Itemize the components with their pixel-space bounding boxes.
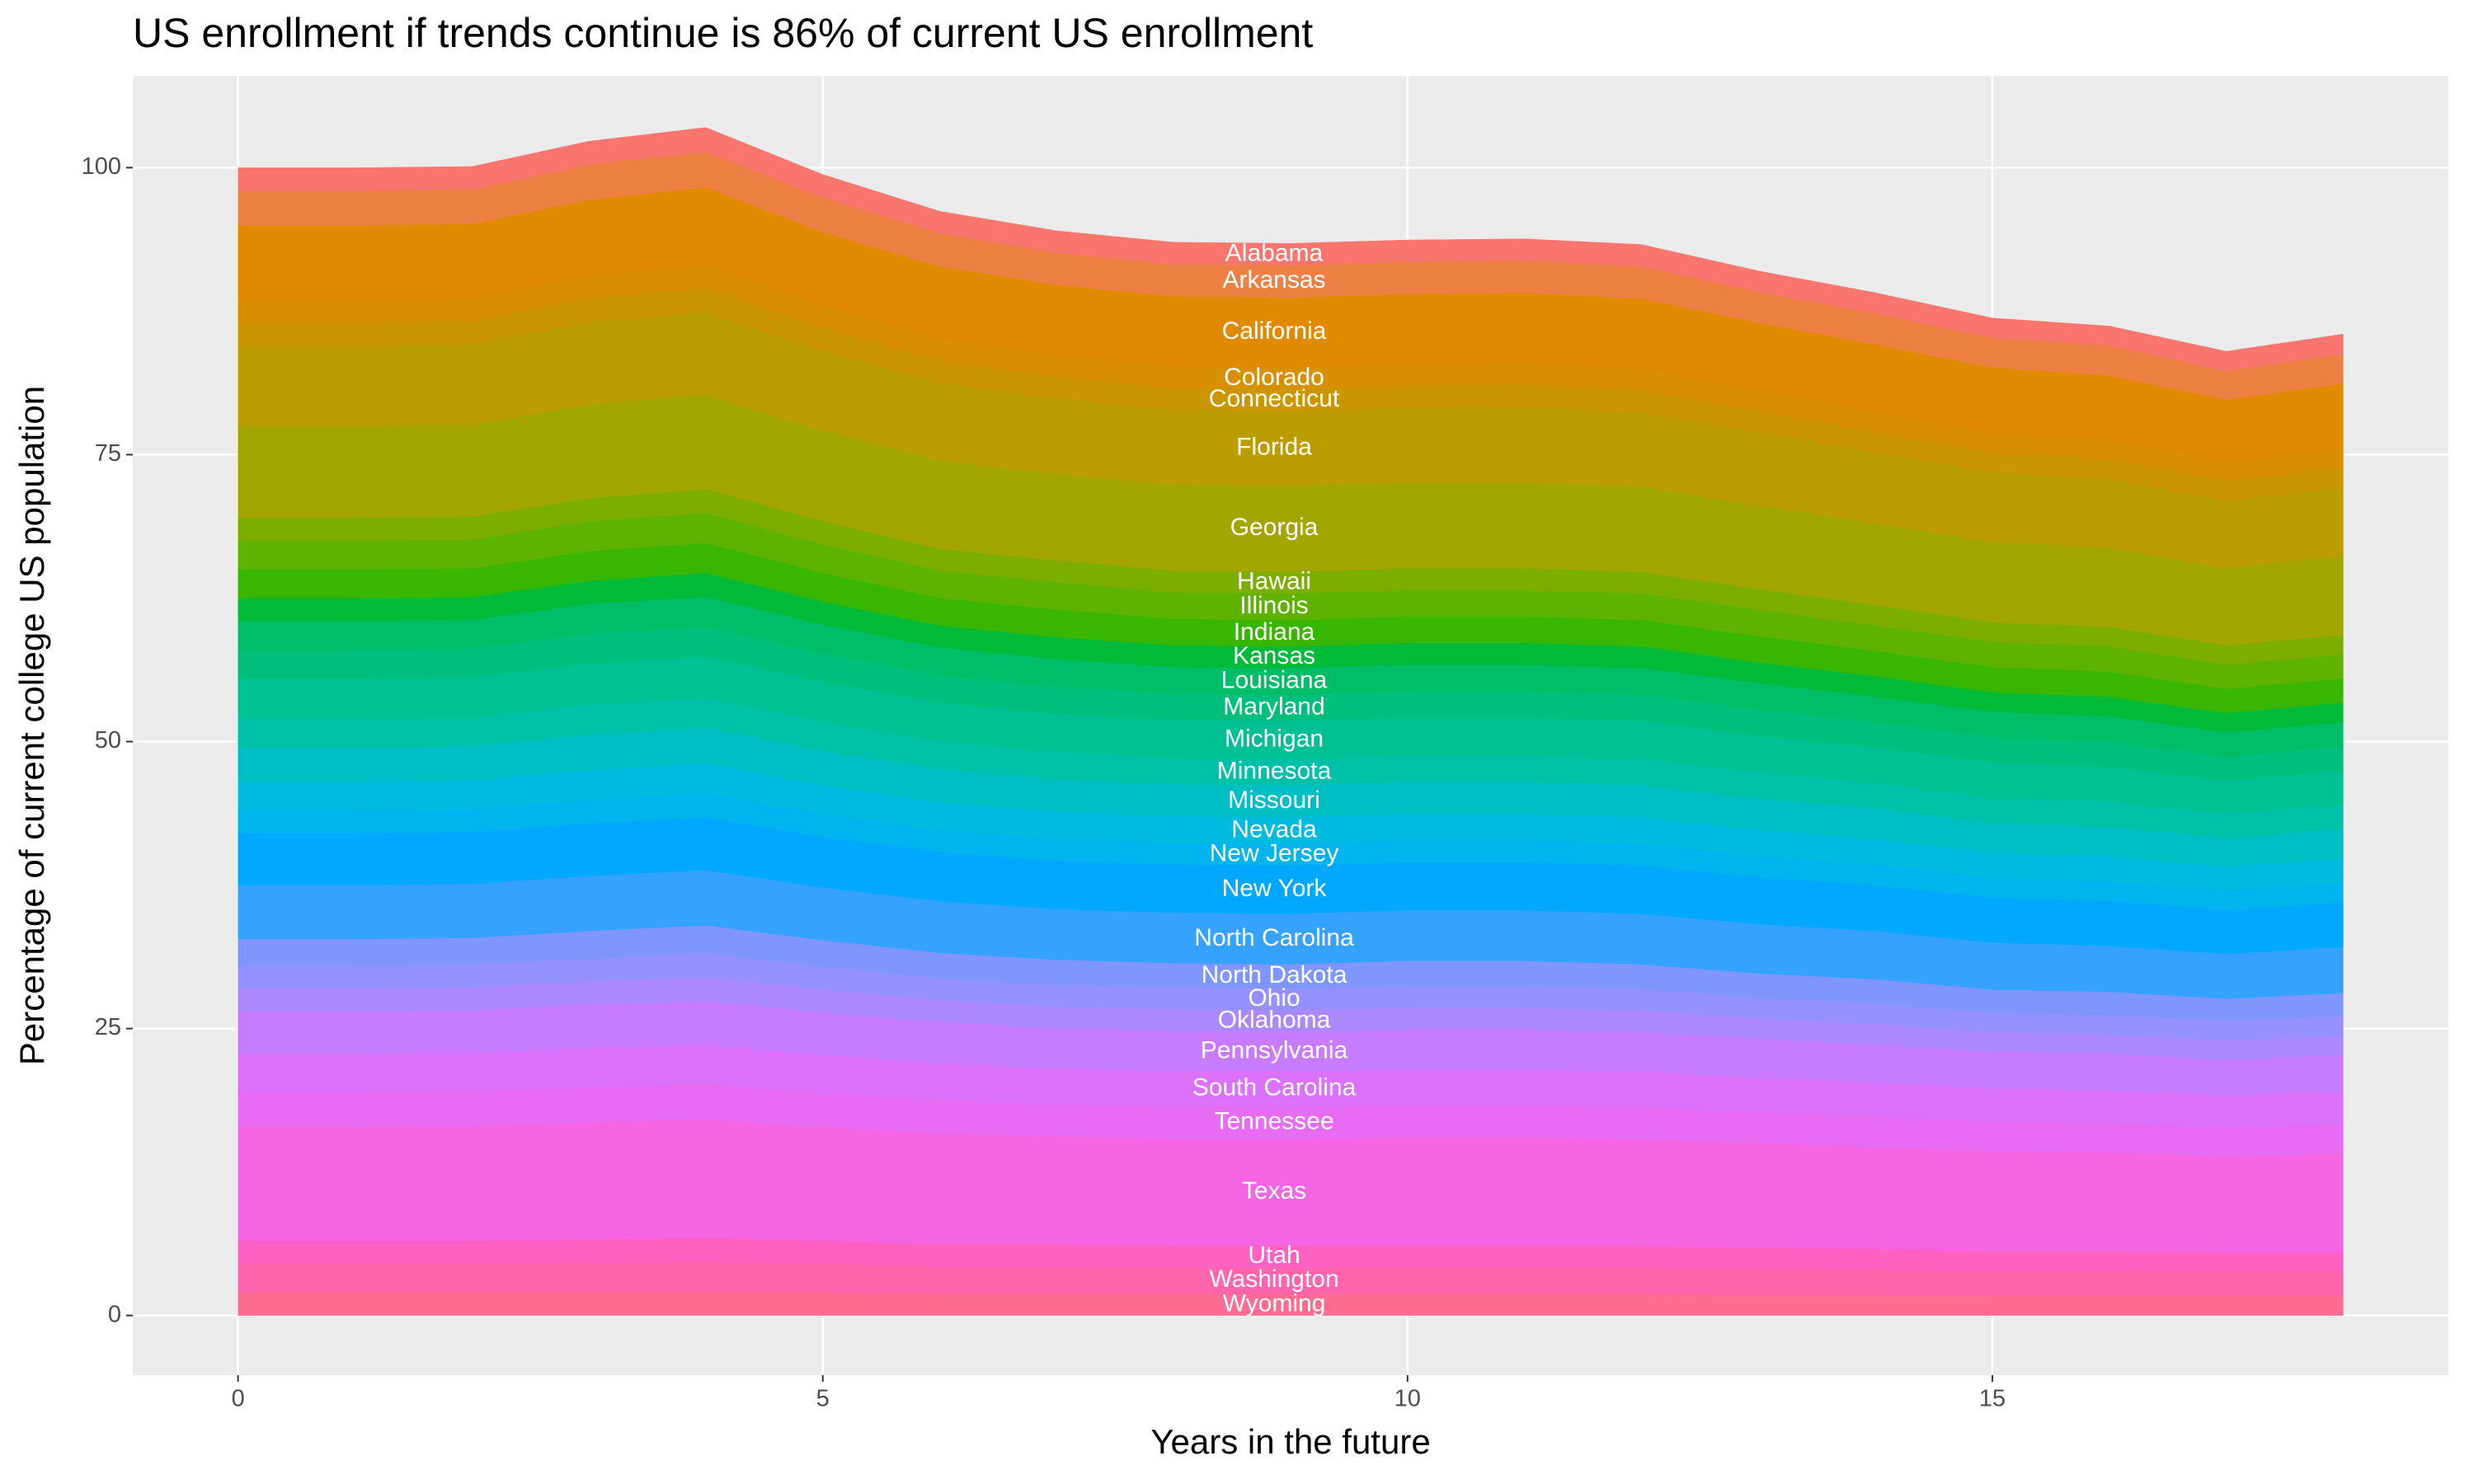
area-label: Kansas [1233, 642, 1315, 669]
area-label: Hawaii [1237, 568, 1311, 595]
area-label: Missouri [1228, 787, 1320, 814]
area-label: Connecticut [1209, 385, 1340, 412]
y-tick-label: 25 [95, 1014, 121, 1040]
x-axis-title: Years in the future [1150, 1422, 1430, 1461]
areas [238, 127, 2344, 1316]
y-axis-title: Percentage of current college US populat… [12, 386, 51, 1065]
x-tick-label: 15 [1979, 1386, 2006, 1412]
y-tick-label: 50 [95, 727, 121, 754]
area [238, 127, 2344, 372]
area-label: Texas [1242, 1177, 1306, 1205]
area-label: Nevada [1231, 815, 1317, 843]
area-label: Michigan [1225, 725, 1324, 752]
area-label: Utah [1248, 1242, 1300, 1269]
area-label: New Jersey [1210, 840, 1339, 867]
area-label: Oklahoma [1218, 1006, 1331, 1033]
area-label: South Carolina [1192, 1074, 1357, 1101]
y-tick-label: 75 [95, 440, 121, 467]
area-label: Arkansas [1222, 266, 1325, 294]
y-tick-label: 0 [108, 1301, 121, 1327]
area-label: New York [1222, 875, 1328, 902]
chart-title: US enrollment if trends continue is 86% … [133, 10, 1313, 56]
x-tick-label: 10 [1395, 1386, 1421, 1412]
area-label: California [1222, 317, 1327, 345]
x-tick-label: 0 [232, 1386, 245, 1412]
area-label: Colorado [1224, 364, 1324, 391]
area-label: Louisiana [1221, 666, 1328, 693]
area-label: Wyoming [1223, 1289, 1326, 1317]
area-label: Tennessee [1214, 1108, 1333, 1135]
area-label: Ohio [1248, 984, 1300, 1012]
area-label: Washington [1209, 1266, 1338, 1293]
area-label: Georgia [1230, 514, 1319, 541]
x-tick-label: 5 [816, 1386, 830, 1412]
area-label: North Dakota [1202, 961, 1348, 989]
area-label: Pennsylvania [1201, 1036, 1348, 1064]
area-label: Indiana [1234, 618, 1315, 646]
area-label: Minnesota [1217, 757, 1332, 784]
y-tick-label: 100 [82, 153, 121, 180]
area-label: North Carolina [1194, 924, 1354, 951]
area-label: Alabama [1225, 239, 1324, 266]
area-label: Florida [1236, 434, 1312, 461]
area-label: Illinois [1239, 592, 1308, 619]
area-label: Maryland [1223, 693, 1324, 720]
